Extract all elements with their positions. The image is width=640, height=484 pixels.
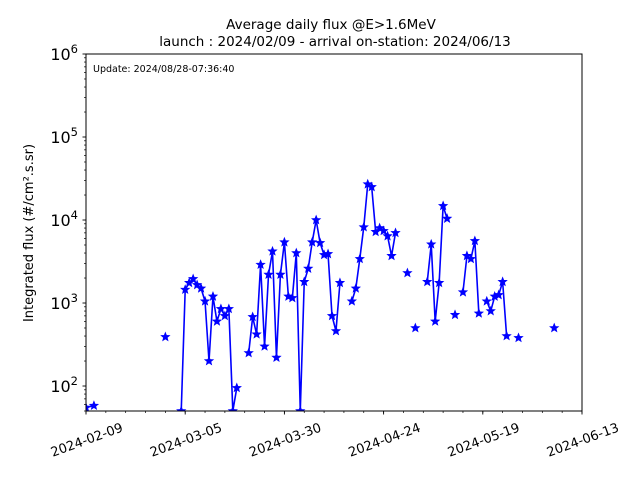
data-point	[465, 253, 477, 264]
data-point	[441, 213, 453, 223]
data-point	[382, 230, 393, 241]
data-point	[195, 282, 207, 293]
y-tick-label: 106	[50, 42, 78, 64]
data-point	[223, 303, 234, 314]
data-point	[176, 405, 187, 411]
y-tick-label: 103	[50, 291, 78, 313]
data-point	[255, 259, 266, 270]
data-point	[386, 250, 397, 261]
data-point	[247, 311, 258, 322]
data-point	[346, 295, 358, 306]
data-point	[426, 238, 437, 249]
data-point	[549, 322, 560, 333]
data-point	[231, 382, 242, 393]
data-point	[251, 328, 262, 339]
data-point	[354, 253, 365, 264]
data-point	[350, 282, 361, 293]
chart-subtitle: launch : 2024/02/09 - arrival on-station…	[159, 34, 511, 50]
data-point	[287, 292, 298, 303]
data-point	[366, 181, 377, 192]
y-axis-label: Integrated flux (#/cm².s.sr)	[22, 144, 37, 322]
data-point	[271, 352, 282, 362]
y-axis: 102 103 104 105 106	[50, 42, 86, 412]
data-point	[481, 295, 492, 306]
update-annotation: Update: 2024/08/28-07:36:40	[93, 64, 234, 75]
data-point	[497, 276, 508, 287]
plot-area	[86, 178, 560, 411]
data-point	[322, 248, 334, 259]
data-point	[263, 269, 274, 279]
data-point	[303, 263, 314, 273]
data-point	[437, 200, 449, 211]
data-point	[473, 307, 484, 318]
data-point	[493, 289, 504, 300]
data-point	[307, 236, 318, 247]
data-point	[180, 284, 191, 295]
data-point	[211, 315, 223, 326]
axes-frame	[85, 53, 583, 412]
data-point	[199, 295, 211, 306]
data-point	[243, 347, 254, 358]
data-point	[267, 245, 278, 256]
data-point	[501, 330, 512, 341]
data-point	[275, 269, 286, 279]
data-point	[207, 291, 219, 301]
y-tick-label: 105	[50, 125, 78, 147]
data-point	[279, 236, 290, 247]
data-point	[299, 276, 310, 287]
data-point	[485, 305, 496, 316]
data-point	[410, 322, 421, 333]
y-tick-label: 104	[50, 208, 78, 230]
data-point	[513, 332, 524, 343]
data-point	[86, 402, 92, 411]
data-point	[314, 237, 326, 248]
data-point	[187, 273, 199, 284]
data-point	[457, 286, 469, 297]
data-point	[259, 340, 270, 351]
data-point	[334, 277, 346, 288]
data-point	[358, 221, 369, 232]
data-point	[390, 227, 401, 238]
y-tick-label: 102	[50, 374, 78, 396]
data-point	[88, 400, 100, 411]
data-point	[378, 225, 389, 236]
data-point	[402, 267, 413, 278]
data-point	[291, 247, 302, 258]
data-point	[227, 405, 238, 411]
data-point	[326, 310, 338, 321]
data-point	[469, 235, 481, 246]
data-point	[203, 355, 215, 366]
data-point	[430, 315, 441, 326]
data-point	[219, 310, 231, 321]
data-point	[310, 214, 322, 225]
data-point	[160, 331, 171, 342]
chart-title: Average daily flux @E>1.6MeV	[226, 17, 436, 33]
data-point	[434, 277, 445, 288]
data-point	[449, 309, 461, 320]
data-point	[422, 276, 433, 287]
data-point	[330, 325, 342, 336]
data-point	[295, 405, 306, 411]
